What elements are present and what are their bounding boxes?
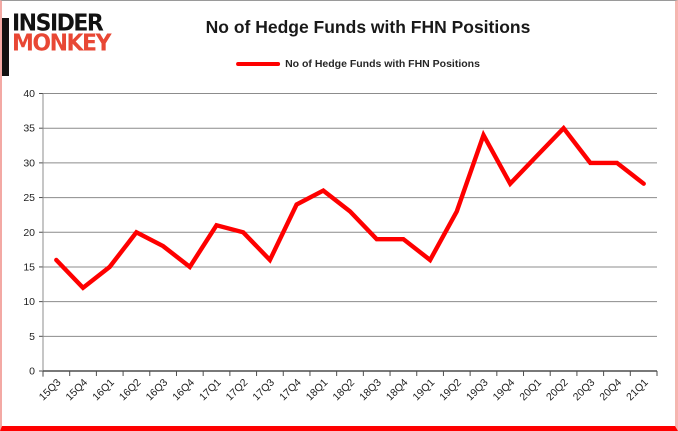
x-axis-tick-label: 16Q4 xyxy=(170,377,197,404)
logo-word-monkey: MONKEY xyxy=(12,30,112,57)
chart-title: No of Hedge Funds with FHN Positions xyxy=(205,17,531,37)
x-axis-tick-label: 16Q2 xyxy=(117,377,144,404)
y-axis-tick-label: 25 xyxy=(23,192,35,204)
legend-label: No of Hedge Funds with FHN Positions xyxy=(285,58,480,70)
y-axis-tick-label: 30 xyxy=(23,157,35,169)
y-axis-tick-label: 35 xyxy=(23,123,35,135)
x-axis-tick-label: 15Q3 xyxy=(37,377,64,404)
series-line-fhn xyxy=(54,124,646,291)
legend: No of Hedge Funds with FHN Positions xyxy=(236,58,480,70)
x-axis-tick-label: 18Q3 xyxy=(357,377,384,404)
x-axis-tick-label: 17Q2 xyxy=(224,377,251,404)
x-axis-tick-label: 20Q2 xyxy=(544,377,571,404)
x-axis-tick-label: 18Q2 xyxy=(330,377,357,404)
x-axis-tick-label: 17Q3 xyxy=(250,377,277,404)
x-axis-tick-label: 20Q1 xyxy=(517,377,544,404)
y-axis-tick-label: 0 xyxy=(29,366,35,378)
x-axis-tick-label: 17Q4 xyxy=(277,377,304,404)
x-axis-tick-label: 15Q4 xyxy=(64,377,91,404)
x-axis-tick-label: 17Q1 xyxy=(197,377,224,404)
x-axis-tick-label: 20Q4 xyxy=(597,377,624,404)
y-axis-tick-label: 40 xyxy=(23,88,35,100)
x-axis-tick-label: 20Q3 xyxy=(571,377,598,404)
x-axis-tick-label: 16Q1 xyxy=(90,377,117,404)
x-axis-tick-label: 18Q4 xyxy=(384,377,411,404)
y-axis-tick-label: 5 xyxy=(29,331,35,343)
logo-left-bar xyxy=(2,18,9,76)
y-axis-tick-label: 15 xyxy=(23,261,35,273)
x-axis-tick-label: 19Q2 xyxy=(437,377,464,404)
x-axis-tick-label: 19Q3 xyxy=(464,377,491,404)
legend-line-swatch xyxy=(236,62,281,66)
y-axis-tick-label: 20 xyxy=(23,227,35,239)
x-axis-tick-label: 18Q1 xyxy=(304,377,331,404)
x-axis-tick-label: 19Q4 xyxy=(491,377,518,404)
x-axis-tick-label: 16Q3 xyxy=(144,377,171,404)
logo-word-insider: INSIDER xyxy=(12,10,104,37)
insider-monkey-logo: INSIDER MONKEY xyxy=(2,10,112,76)
x-axis-tick-label: 19Q1 xyxy=(411,377,438,404)
y-axis-tick-label: 10 xyxy=(23,296,35,308)
x-axis-tick-label: 21Q1 xyxy=(624,377,651,404)
